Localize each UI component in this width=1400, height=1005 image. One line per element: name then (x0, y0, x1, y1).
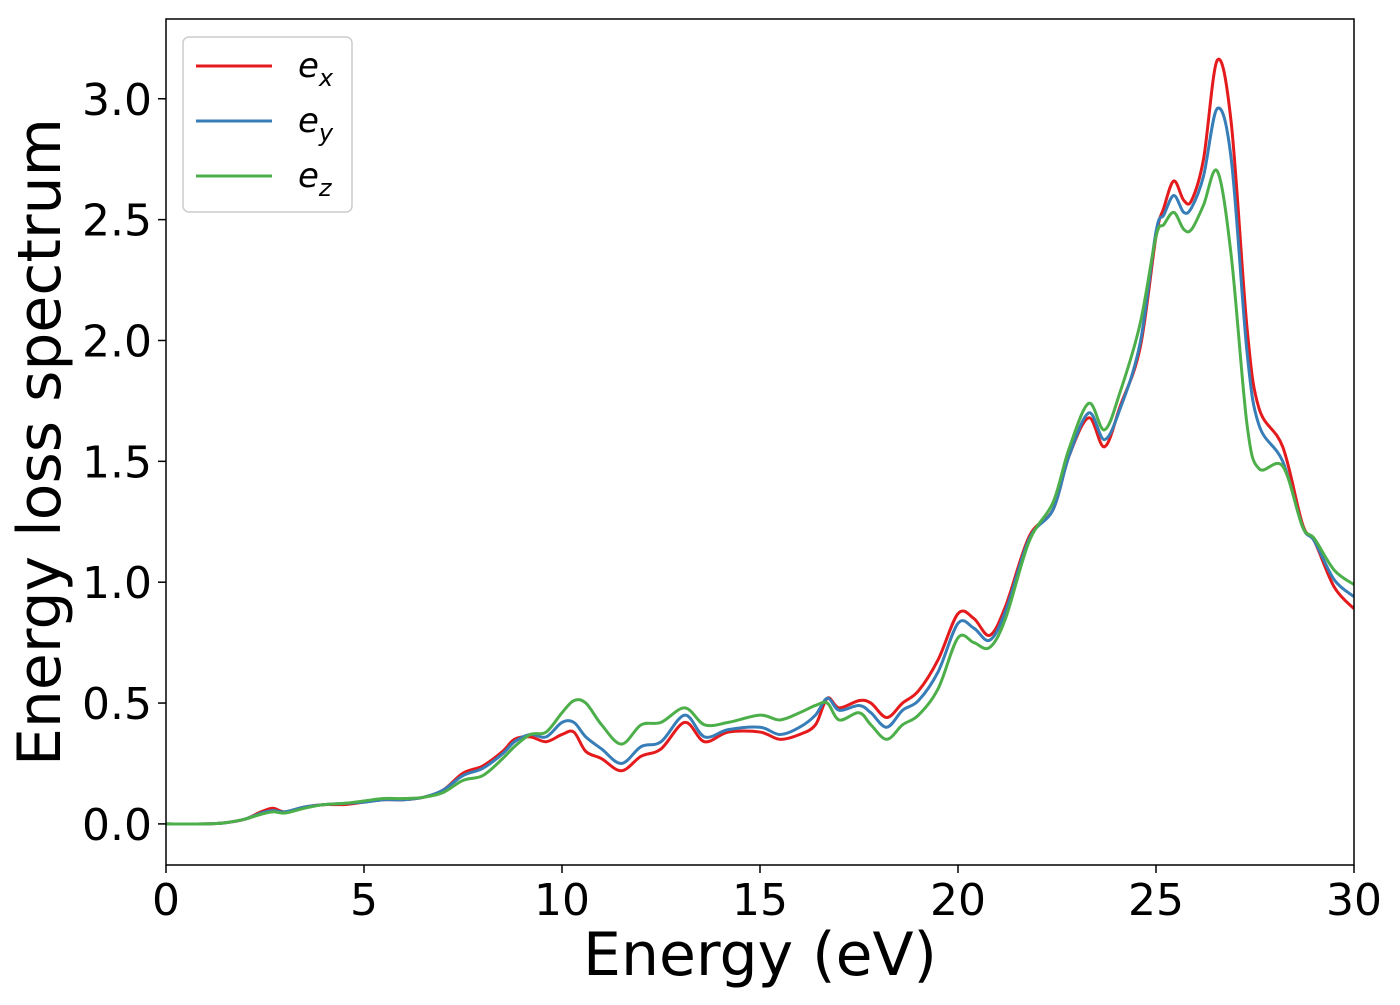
y-axis-title: Energy loss spectrum (5, 118, 75, 766)
axis-ticks: 0 5 10 15 20 25 30 0.0 0.5 1.0 1.5 2.0 2.5 3.0 (82, 75, 1382, 926)
y-tick-label: 3.0 (82, 75, 152, 126)
y-tick-label: 0.0 (82, 800, 152, 851)
x-tick-label: 20 (930, 875, 986, 926)
x-tick-label: 30 (1326, 875, 1382, 926)
x-axis-title: Energy (eV) (583, 920, 937, 990)
y-tick-label: 2.5 (82, 196, 152, 247)
x-tick-label: 0 (152, 875, 180, 926)
series-lines (166, 57, 1354, 826)
series-line-z (166, 168, 1354, 826)
legend-box (182, 36, 353, 213)
y-tick-label: 1.0 (82, 558, 152, 609)
y-tick-label: 1.5 (82, 437, 152, 488)
y-tick-label: 0.5 (82, 679, 152, 730)
x-tick-label: 10 (534, 875, 590, 926)
x-tick-label: 15 (732, 875, 788, 926)
x-tick-label: 25 (1128, 875, 1184, 926)
y-tick-label: 2.0 (82, 316, 152, 367)
x-tick-label: 5 (350, 875, 378, 926)
